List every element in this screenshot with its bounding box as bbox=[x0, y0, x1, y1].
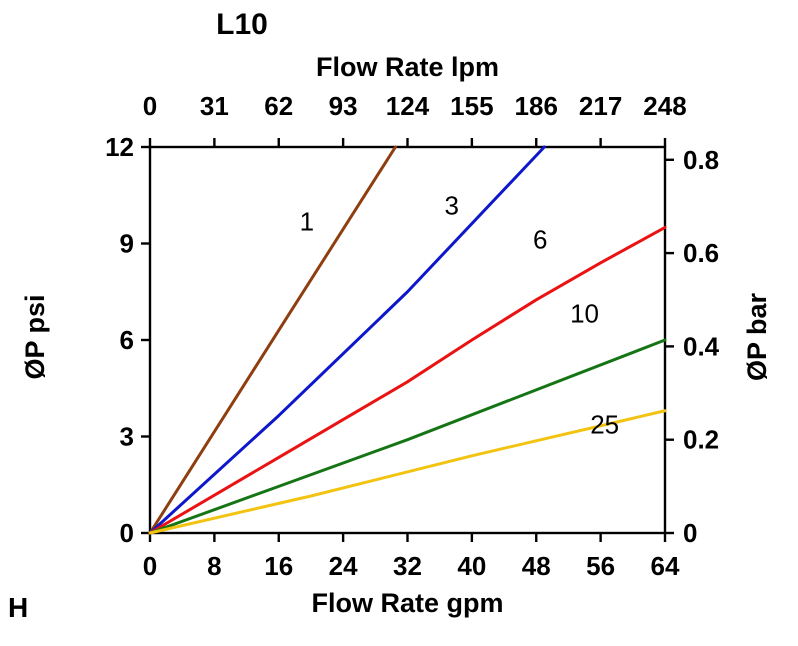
left-tick-label: 6 bbox=[120, 325, 134, 355]
series-label-6: 6 bbox=[533, 224, 547, 254]
top-tick-label: 124 bbox=[386, 91, 430, 121]
series-label-3: 3 bbox=[445, 191, 459, 221]
series-line-10 bbox=[148, 338, 667, 535]
top-tick-label: 186 bbox=[515, 91, 558, 121]
left-tick-label: 0 bbox=[120, 518, 134, 548]
series-label-25: 25 bbox=[590, 409, 619, 439]
series-line-6 bbox=[148, 225, 667, 535]
right-tick-label: 0.4 bbox=[683, 331, 720, 361]
left-tick-label: 12 bbox=[105, 132, 134, 162]
top-tick-label: 217 bbox=[579, 91, 622, 121]
series-label-10: 10 bbox=[570, 298, 599, 328]
top-axis-title: Flow Rate lpm bbox=[315, 52, 499, 82]
chart-title: L10 bbox=[216, 8, 268, 41]
top-tick-label: 0 bbox=[143, 91, 157, 121]
right-tick-label: 0.8 bbox=[683, 145, 719, 175]
top-tick-label: 62 bbox=[264, 91, 293, 121]
top-tick-label: 93 bbox=[329, 91, 358, 121]
bottom-tick-label: 40 bbox=[457, 551, 486, 581]
top-tick-label: 248 bbox=[643, 91, 686, 121]
bottom-tick-label: 24 bbox=[329, 551, 358, 581]
plot-frame bbox=[148, 145, 667, 535]
series-line-25 bbox=[148, 409, 667, 535]
series-line-1 bbox=[148, 145, 397, 535]
left-tick-label: 3 bbox=[120, 422, 134, 452]
bottom-tick-label: 56 bbox=[586, 551, 615, 581]
bottom-tick-label: 0 bbox=[143, 551, 157, 581]
right-tick-label: 0.6 bbox=[683, 238, 719, 268]
series-line-3 bbox=[148, 145, 546, 535]
left-axis-title: ØP psi bbox=[20, 294, 50, 380]
bottom-tick-label: 16 bbox=[264, 551, 293, 581]
corner-label: H bbox=[8, 592, 29, 623]
bottom-tick-label: 48 bbox=[522, 551, 551, 581]
right-tick-label: 0.2 bbox=[683, 425, 719, 455]
series-label-1: 1 bbox=[300, 207, 314, 237]
left-tick-label: 9 bbox=[120, 229, 134, 259]
bottom-tick-label: 64 bbox=[651, 551, 680, 581]
bottom-tick-label: 32 bbox=[393, 551, 422, 581]
bottom-axis-title: Flow Rate gpm bbox=[311, 588, 504, 618]
right-tick-label: 0 bbox=[683, 518, 697, 548]
bottom-tick-label: 8 bbox=[207, 551, 221, 581]
top-tick-label: 155 bbox=[450, 91, 493, 121]
top-tick-label: 31 bbox=[200, 91, 229, 121]
right-axis-title: ØP bar bbox=[742, 292, 772, 382]
